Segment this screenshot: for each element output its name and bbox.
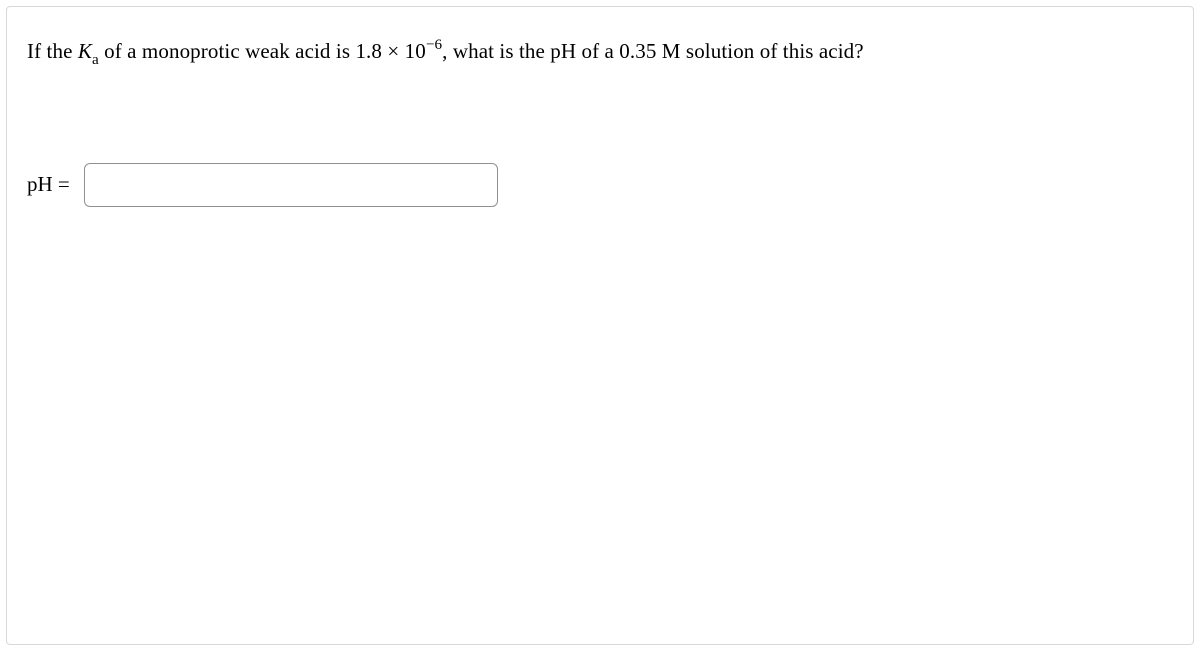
question-mid2: , what is the pH of a [442, 39, 619, 63]
ka-value: 1.8 × 10−6 [355, 39, 442, 63]
answer-row: pH = [27, 163, 1173, 207]
ph-input[interactable] [84, 163, 498, 207]
ka-subscript: a [92, 52, 99, 68]
ka-base: K [78, 39, 92, 63]
question-mid1: of a monoprotic weak acid is [99, 39, 356, 63]
question-prefix: If the [27, 39, 78, 63]
value-exponent: −6 [426, 37, 442, 53]
question-card: If the Ka of a monoprotic weak acid is 1… [6, 6, 1194, 645]
question-text: If the Ka of a monoprotic weak acid is 1… [27, 35, 1173, 71]
answer-label: pH = [27, 172, 70, 197]
question-suffix: solution of this acid? [681, 39, 864, 63]
ka-symbol: Ka [78, 39, 99, 63]
concentration: 0.35 M [619, 39, 680, 63]
value-base: 1.8 × 10 [355, 39, 425, 63]
